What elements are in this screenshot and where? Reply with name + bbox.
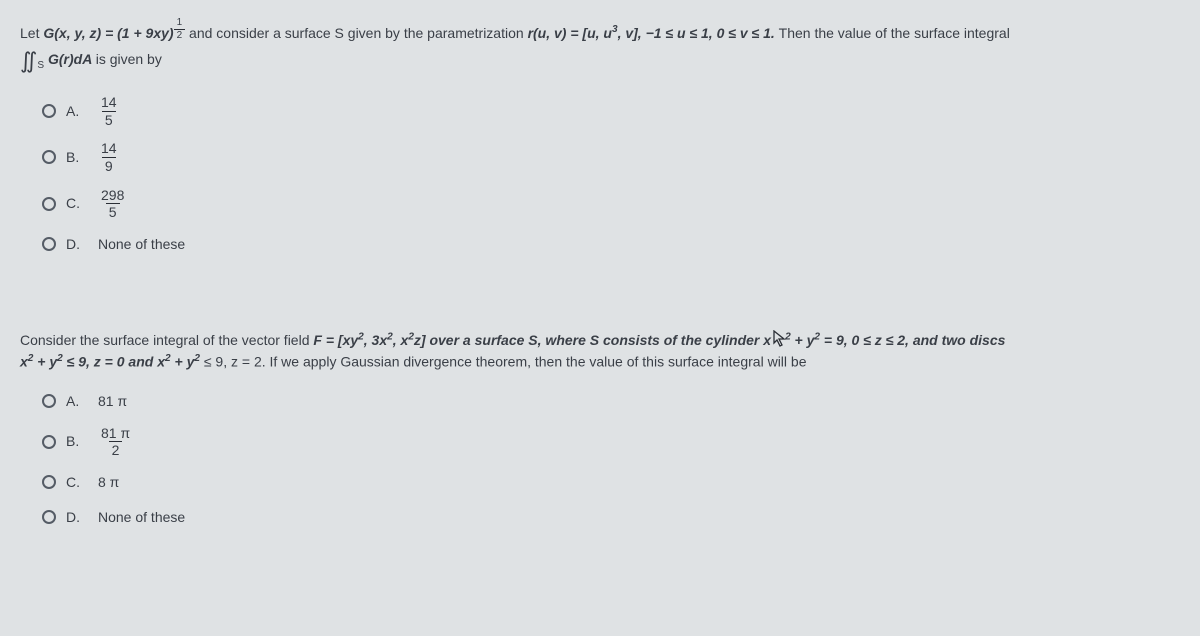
radio-icon[interactable]	[42, 394, 56, 408]
txt: , 3x	[364, 332, 387, 348]
radio-icon[interactable]	[42, 197, 56, 211]
frac-num: 14	[98, 141, 120, 157]
option-label: A.	[66, 101, 88, 122]
txt: , x	[393, 332, 409, 348]
q1-given: is given by	[96, 51, 162, 67]
option-label: D.	[66, 234, 88, 255]
frac-num: 14	[98, 95, 120, 111]
frac-den: 5	[102, 111, 116, 128]
radio-icon[interactable]	[42, 150, 56, 164]
fraction: 14 5	[98, 95, 120, 127]
q2-option-a[interactable]: A. 81 π	[42, 391, 1180, 412]
fraction: 14 9	[98, 141, 120, 173]
option-label: C.	[66, 472, 88, 493]
q1-tail: Then the value of the surface integral	[779, 25, 1010, 41]
txt: = 9, 0 ≤ z ≤ 2, and two discs	[820, 332, 1005, 348]
frac-den: 2	[174, 29, 186, 41]
txt: ≤ 9, z = 2. If we apply Gaussian diverge…	[200, 354, 807, 370]
option-value: 14 5	[98, 95, 120, 127]
cursor-icon	[773, 330, 787, 348]
frac-den: 2	[109, 441, 123, 458]
txt: z] over a surface S, where S consists of…	[414, 332, 771, 348]
q1-int-body2: )dA	[69, 51, 96, 67]
q1-rend: , v], −1 ≤ u ≤ 1, 0 ≤ v ≤ 1.	[618, 25, 779, 41]
q1-int-body: G(	[48, 51, 64, 67]
question-2: Consider the surface integral of the vec…	[20, 327, 1180, 528]
q2-l1: Consider the surface integral of the vec…	[20, 332, 313, 348]
frac-den: 9	[102, 157, 116, 174]
q1-text: Let	[20, 25, 43, 41]
q2-option-d[interactable]: D. None of these	[42, 507, 1180, 528]
q2-option-c[interactable]: C. 8 π	[42, 472, 1180, 493]
question-1: Let G(x, y, z) = (1 + 9xy)12 and conside…	[20, 18, 1180, 255]
option-label: B.	[66, 147, 88, 168]
option-value: 14 9	[98, 141, 120, 173]
option-value: None of these	[98, 234, 185, 255]
frac-num: 1	[174, 18, 186, 29]
frac-den: 5	[106, 203, 120, 220]
option-label: D.	[66, 507, 88, 528]
q2-F: F	[313, 332, 322, 348]
fraction-half: 12	[174, 18, 186, 41]
option-value: None of these	[98, 507, 185, 528]
q2-option-b[interactable]: B. 81 π 2	[42, 426, 1180, 458]
q1-text: and consider a surface S given by the pa…	[189, 25, 528, 41]
question-2-options: A. 81 π B. 81 π 2 C. 8 π D. None of thes…	[42, 391, 1180, 528]
q1-rargs: (u, v) = [u, u	[533, 25, 612, 41]
question-separator	[20, 285, 1180, 327]
q1-option-c[interactable]: C. 298 5	[42, 188, 1180, 220]
fraction: 81 π 2	[98, 426, 133, 458]
q1-exp-half: 12	[174, 24, 186, 35]
txt: + y	[171, 354, 195, 370]
option-value: 298 5	[98, 188, 127, 220]
option-label: C.	[66, 193, 88, 214]
txt: + y	[791, 332, 815, 348]
option-value: 81 π	[98, 391, 127, 412]
q1-fn-G: G	[43, 25, 54, 41]
frac-num: 298	[98, 188, 127, 204]
q1-option-a[interactable]: A. 14 5	[42, 95, 1180, 127]
q1-args: (x, y, z) = (1 + 9xy)	[54, 25, 173, 41]
radio-icon[interactable]	[42, 237, 56, 251]
integral-sub: S	[37, 60, 44, 71]
frac-num: 81 π	[98, 426, 133, 442]
q2-eq: = [xy	[326, 332, 358, 348]
question-1-stem: Let G(x, y, z) = (1 + 9xy)12 and conside…	[20, 18, 1180, 77]
txt: + y	[33, 354, 57, 370]
q1-option-b[interactable]: B. 14 9	[42, 141, 1180, 173]
question-1-options: A. 14 5 B. 14 9 C. 298	[42, 95, 1180, 255]
radio-icon[interactable]	[42, 510, 56, 524]
radio-icon[interactable]	[42, 104, 56, 118]
option-value: 8 π	[98, 472, 119, 493]
q1-option-d[interactable]: D. None of these	[42, 234, 1180, 255]
q2-l2: x	[20, 354, 28, 370]
option-label: A.	[66, 391, 88, 412]
fraction: 298 5	[98, 188, 127, 220]
question-2-stem: Consider the surface integral of the vec…	[20, 327, 1180, 373]
option-value: 81 π 2	[98, 426, 133, 458]
option-label: B.	[66, 431, 88, 452]
txt: ≤ 9, z = 0 and x	[63, 354, 165, 370]
radio-icon[interactable]	[42, 435, 56, 449]
radio-icon[interactable]	[42, 475, 56, 489]
integral-symbol: ∬	[20, 48, 37, 73]
